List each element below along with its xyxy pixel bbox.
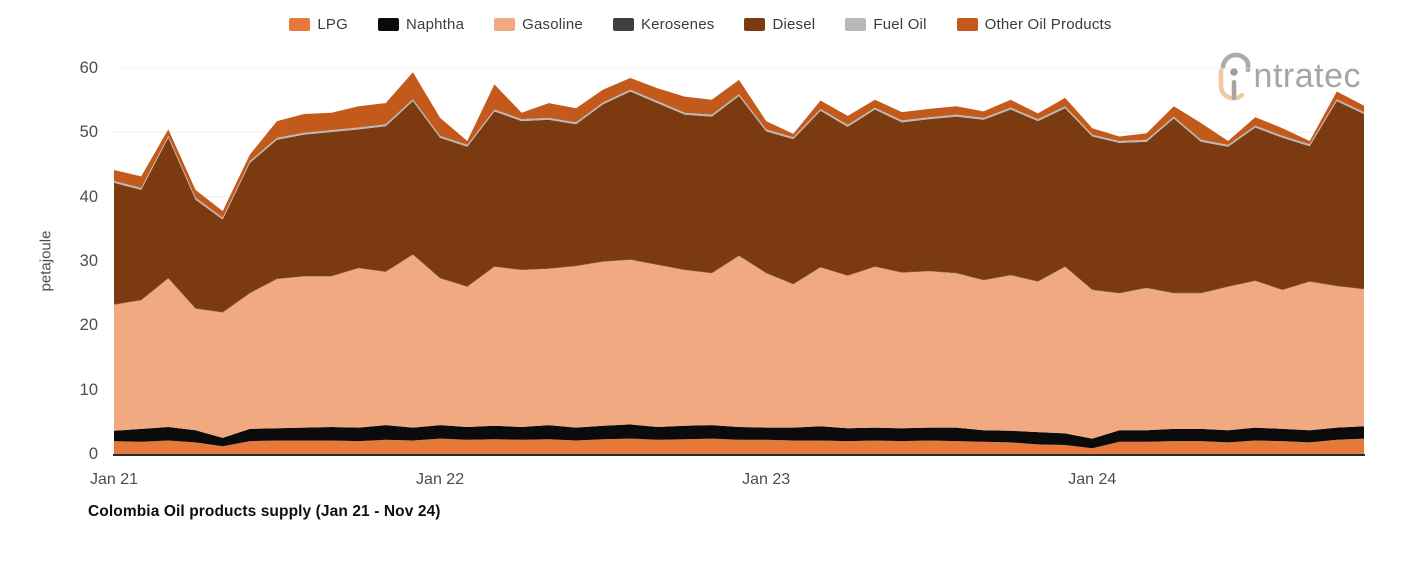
intratec-logo: ntratec — [1214, 52, 1361, 104]
chart-title: Colombia Oil products supply (Jan 21 - N… — [88, 503, 441, 520]
legend-item-diesel: Diesel — [744, 16, 815, 33]
y-tick-label: 40 — [79, 187, 98, 206]
stacked-area-chart — [114, 68, 1364, 454]
legend-label: Naphtha — [406, 16, 465, 33]
y-tick-label: 30 — [79, 252, 98, 270]
x-tick-label: Jan 22 — [416, 471, 465, 488]
legend-swatch-icon — [378, 18, 399, 31]
y-tick-label: 20 — [79, 316, 98, 335]
y-tick-label: 10 — [79, 380, 98, 399]
legend-swatch-icon — [289, 18, 311, 31]
y-tick-label: 50 — [79, 123, 98, 142]
legend-item-kerosenes: Kerosenes — [612, 16, 715, 33]
area-naphtha — [114, 424, 1364, 449]
y-tick-label: 60 — [79, 59, 98, 77]
legend-swatch-icon — [956, 18, 978, 31]
x-tick-label: Jan 23 — [742, 471, 791, 488]
area-gasoline — [114, 254, 1364, 439]
legend-label: Diesel — [772, 16, 816, 33]
y-tick-label: 0 — [88, 445, 98, 463]
legend-label: LPG — [317, 16, 348, 33]
legend-label: Other Oil Products — [984, 16, 1112, 33]
x-tick-label: Jan 21 — [89, 471, 139, 488]
legend-label: Kerosenes — [640, 16, 715, 33]
area-lpg — [114, 438, 1364, 454]
legend-item-fuel-oil: Fuel Oil — [845, 16, 926, 33]
area-other-oil-products — [114, 72, 1364, 218]
logo-text: ntratec — [1253, 57, 1361, 95]
x-axis-line — [113, 454, 1365, 456]
legend-label: Fuel Oil — [873, 16, 927, 33]
legend-swatch-icon — [744, 18, 766, 31]
legend-item-naphtha: Naphtha — [378, 16, 464, 33]
logo-mark-icon — [1218, 52, 1250, 101]
legend: LPG Naphtha Gasoline Kerosenes Diesel Fuel Oi… — [0, 16, 1401, 33]
legend-item-gasoline: Gasoline — [494, 16, 583, 33]
legend-label: Gasoline — [522, 16, 583, 33]
area-diesel — [114, 91, 1364, 313]
legend-swatch-icon — [494, 18, 516, 31]
legend-swatch-icon — [845, 18, 867, 31]
legend-item-other-oil-products: Other Oil Products — [956, 16, 1112, 33]
x-tick-label: Jan 24 — [1068, 471, 1117, 488]
legend-item-lpg: LPG — [289, 16, 348, 33]
legend-swatch-icon — [612, 18, 634, 31]
